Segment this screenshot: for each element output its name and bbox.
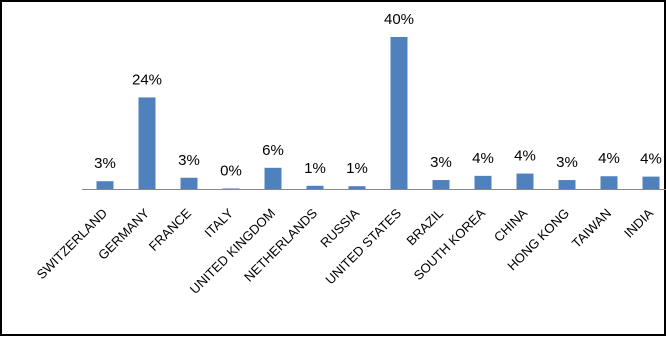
x-tick-label: ITALY: [201, 205, 236, 240]
x-tick-label: UNITED STATES: [322, 205, 404, 287]
bar-hong-kong: [558, 180, 576, 190]
x-tick-label: SWITZERLAND: [34, 206, 110, 282]
x-tick-label: CHINA: [491, 205, 530, 244]
bar-switzerland: [96, 181, 114, 190]
x-tick-label: INDIA: [621, 205, 656, 240]
bar-united-kingdom: [264, 167, 282, 190]
data-label: 4%: [472, 150, 494, 167]
x-tick-label: TAIWAN: [569, 206, 614, 251]
bar-united-states: [390, 37, 408, 190]
x-tick-label: FRANCE: [146, 205, 195, 254]
bar-russia: [348, 186, 366, 190]
bar-brazil: [432, 180, 450, 190]
data-label: 24%: [132, 71, 162, 88]
data-label: 4%: [514, 148, 536, 165]
data-label: 4%: [598, 150, 620, 167]
bar-china: [516, 173, 534, 190]
bar-germany: [138, 97, 156, 190]
bar-france: [180, 177, 198, 190]
data-label: 3%: [430, 154, 452, 171]
data-label: 1%: [304, 160, 326, 177]
bar-netherlands: [306, 185, 324, 190]
data-label: 40%: [384, 11, 414, 28]
x-tick-label: NETHERLANDS: [241, 205, 320, 284]
x-tick-label: SOUTH KOREA: [411, 205, 489, 283]
data-label: 3%: [556, 154, 578, 171]
data-label: 3%: [94, 155, 116, 172]
data-label: 1%: [346, 160, 368, 177]
data-label: 6%: [262, 142, 284, 159]
bars-group: [96, 37, 660, 190]
data-labels-group: 3% 24% 3% 0% 6% 1% 1% 40% 3% 4% 4% 3% 4% 4%: [94, 11, 662, 179]
data-label: 3%: [178, 152, 200, 169]
data-label: 4%: [640, 151, 662, 168]
bar-south-korea: [474, 175, 492, 190]
data-label: 0%: [220, 162, 242, 179]
bar-taiwan: [600, 176, 618, 190]
bar-india: [642, 176, 660, 190]
x-tick-label: BRAZIL: [403, 206, 446, 249]
